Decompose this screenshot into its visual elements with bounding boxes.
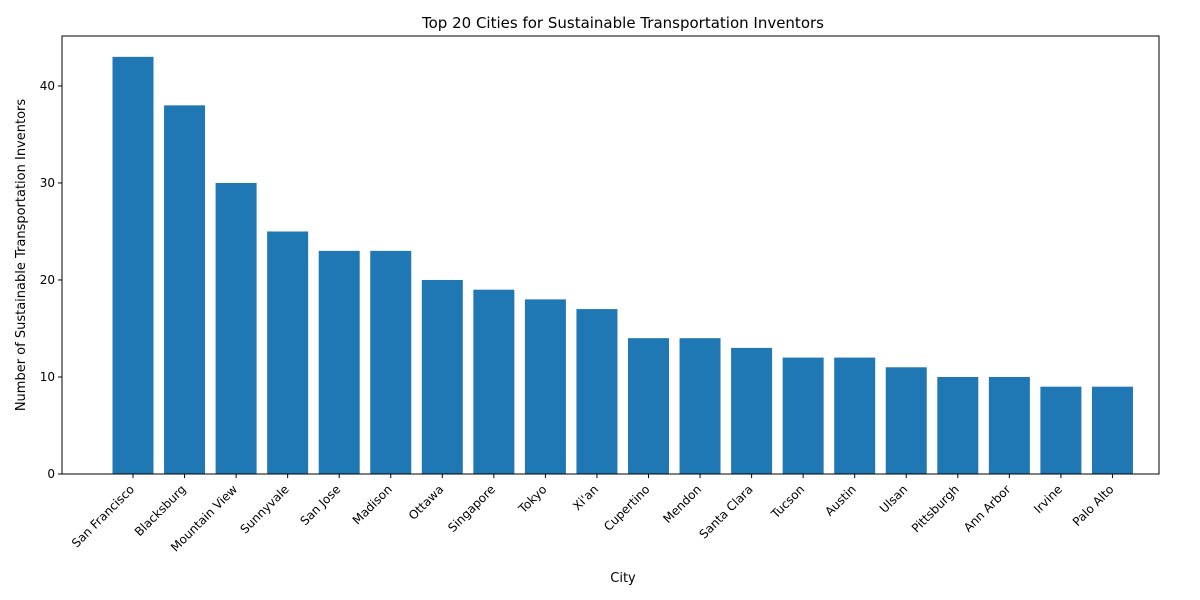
y-ticks-group: 0 10 20 30 40 bbox=[40, 79, 62, 481]
x-tick-label: San Jose bbox=[297, 482, 343, 528]
bar bbox=[422, 280, 463, 474]
x-tick-label: Santa Clara bbox=[696, 482, 755, 541]
bar bbox=[113, 57, 154, 474]
bar bbox=[370, 251, 411, 474]
bar bbox=[525, 299, 566, 474]
bar bbox=[473, 290, 514, 474]
x-tick-label: Palo Alto bbox=[1070, 482, 1117, 529]
y-tick-label: 40 bbox=[40, 79, 55, 93]
bar bbox=[937, 377, 978, 474]
bar bbox=[989, 377, 1030, 474]
x-tick-label: San Francisco bbox=[69, 482, 137, 550]
bar bbox=[576, 309, 617, 474]
x-tick-label: Singapore bbox=[445, 482, 498, 535]
y-tick-label: 10 bbox=[40, 370, 55, 384]
x-ticks-group: San FranciscoBlacksburgMountain ViewSunn… bbox=[69, 474, 1117, 554]
x-tick-label: Madison bbox=[350, 482, 395, 527]
bar bbox=[1092, 387, 1133, 474]
bar bbox=[319, 251, 360, 474]
y-tick-label: 20 bbox=[40, 273, 55, 287]
bar bbox=[680, 338, 721, 474]
y-tick-label: 0 bbox=[47, 467, 55, 481]
x-tick-label: Mendon bbox=[660, 482, 704, 526]
bar bbox=[886, 367, 927, 474]
x-tick-label: Ulsan bbox=[877, 482, 910, 515]
x-tick-label: Xi'an bbox=[570, 482, 601, 513]
x-axis-label: City bbox=[610, 571, 636, 586]
bar bbox=[164, 105, 205, 474]
x-tick-label: Blacksburg bbox=[132, 482, 189, 539]
bar bbox=[834, 358, 875, 474]
x-tick-label: Tokyo bbox=[515, 482, 549, 516]
y-axis-label: Number of Sustainable Transportation Inv… bbox=[14, 99, 29, 412]
x-tick-label: Ann Arbor bbox=[961, 482, 1014, 535]
bar bbox=[267, 231, 308, 474]
bar bbox=[216, 183, 257, 474]
x-tick-label: Ottawa bbox=[406, 482, 447, 523]
x-tick-label: Tucson bbox=[768, 482, 808, 522]
x-tick-label: Pittsburgh bbox=[909, 482, 962, 535]
bar bbox=[1040, 387, 1081, 474]
bars-group bbox=[113, 57, 1133, 474]
bar bbox=[731, 348, 772, 474]
x-tick-label: Austin bbox=[822, 482, 859, 519]
chart-title: Top 20 Cities for Sustainable Transporta… bbox=[421, 14, 824, 32]
x-tick-label: Cupertino bbox=[601, 482, 653, 534]
y-tick-label: 30 bbox=[40, 176, 55, 190]
x-tick-label: Irvine bbox=[1031, 482, 1065, 516]
bar bbox=[628, 338, 669, 474]
x-tick-label: Sunnyvale bbox=[238, 482, 292, 536]
bar bbox=[783, 358, 824, 474]
